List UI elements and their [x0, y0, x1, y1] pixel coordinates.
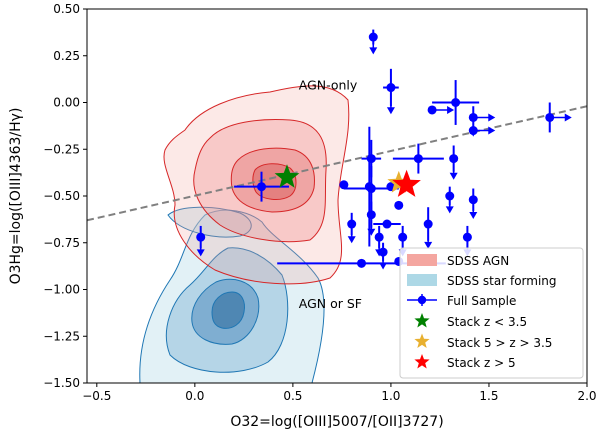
- legend-marker-stack-5-z-3.5: [414, 333, 430, 348]
- full-sample-point: [432, 80, 480, 125]
- full-sample-marker: [374, 232, 384, 242]
- x-axis-ticks: −0.5 0.0 0.5 1.0 1.5 2.0: [82, 383, 597, 403]
- x-tick-label: 2.0: [577, 389, 596, 403]
- x-tick-label: 0.0: [185, 389, 204, 403]
- x-tick-label: 1.0: [381, 389, 400, 403]
- full-sample-marker: [366, 210, 376, 220]
- full-sample-point: [394, 200, 404, 210]
- full-sample-point: [449, 145, 459, 180]
- sdss-star-forming-contour-core: [211, 291, 245, 329]
- legend-marker-stack-z-gt-5: [414, 354, 430, 369]
- full-sample-marker: [413, 154, 423, 164]
- y-tick-label: 0.25: [53, 49, 80, 63]
- full-sample-marker: [257, 182, 267, 192]
- x-tick-label: 0.5: [283, 389, 302, 403]
- full-sample-point: [445, 186, 455, 214]
- full-sample-point: [383, 68, 399, 115]
- legend-label-stack-z-lt-3.5: Stack z < 3.5: [447, 315, 527, 329]
- legend-marker-full-sample: [407, 294, 437, 306]
- legend: SDSS AGN SDSS star forming Full Sample S…: [399, 247, 584, 379]
- full-sample-point: [423, 207, 433, 249]
- y-tick-label: −1.00: [43, 283, 80, 297]
- legend-label-sdss-agn: SDSS AGN: [447, 254, 509, 268]
- annotation-agn-only: AGN-only: [299, 77, 358, 92]
- full-sample-marker: [445, 191, 455, 201]
- stack-star-marker: [274, 164, 300, 188]
- legend-marker-stack-z-lt-3.5: [414, 313, 430, 328]
- full-sample-marker: [545, 112, 555, 122]
- x-axis-label: O32=log([OIII]5007/[OII]3727): [230, 414, 443, 430]
- sdss-agn-contour-outer: [163, 85, 350, 285]
- y-tick-label: −0.75: [43, 236, 80, 250]
- full-sample-point: [366, 201, 376, 236]
- legend-label-stack-z-gt-5: Stack z > 5: [447, 356, 516, 370]
- full-sample-point: [364, 126, 374, 247]
- y-tick-label: 0.50: [53, 2, 80, 16]
- annotation-agn-or-sf: AGN or SF: [299, 296, 362, 311]
- legend-label-sdss-star-forming: SDSS star forming: [447, 274, 557, 288]
- full-sample-point: [427, 105, 455, 115]
- full-sample-marker: [364, 182, 374, 192]
- y-tick-label: −0.50: [43, 189, 80, 203]
- y-axis-label: O3Hg=log([OIII]4363/Hγ): [8, 108, 24, 285]
- x-tick-label: −0.5: [82, 389, 111, 403]
- y-tick-label: −1.25: [43, 329, 80, 343]
- full-sample-marker: [347, 219, 357, 229]
- legend-label-stack-5-z-3.5: Stack 5 > z > 3.5: [447, 336, 552, 350]
- demarcation-line: [87, 105, 587, 222]
- full-sample-marker: [427, 105, 437, 115]
- full-sample-marker: [368, 32, 378, 42]
- full-sample-point: [347, 212, 357, 244]
- full-sample-point: [468, 188, 478, 219]
- full-sample-point: [545, 102, 572, 133]
- full-sample-point: [196, 225, 206, 257]
- sdss-agn-contour-inner: [230, 147, 315, 213]
- y-tick-label: 0.00: [53, 96, 80, 110]
- legend-swatch-sdss-agn: [407, 254, 437, 266]
- full-sample-marker: [449, 154, 459, 164]
- full-sample-point: [373, 219, 401, 229]
- y-tick-label: −0.25: [43, 142, 80, 156]
- x-tick-label: 1.5: [479, 389, 498, 403]
- sdss-star-forming-contour-tail: [167, 206, 252, 238]
- stack-stars: [274, 164, 421, 197]
- full-sample-marker: [468, 195, 478, 205]
- y-tick-label: −1.50: [43, 376, 80, 390]
- contours: [139, 85, 350, 383]
- full-sample-marker: [423, 219, 433, 229]
- legend-label-full-sample: Full Sample: [447, 294, 516, 308]
- full-sample-point: [368, 29, 378, 55]
- full-sample-marker: [468, 126, 478, 136]
- full-sample-marker: [382, 219, 392, 229]
- full-sample-marker: [462, 232, 472, 242]
- stack-star-marker: [392, 169, 421, 197]
- full-sample-marker: [196, 232, 206, 242]
- full-sample-marker: [366, 154, 376, 164]
- legend-frame: [399, 247, 584, 379]
- full-sample-marker: [357, 258, 367, 268]
- full-sample-marker: [378, 247, 388, 257]
- y-axis-ticks: −1.50 −1.25 −1.00 −0.75 −0.50 −0.25 0.00 0.25 0.…: [43, 2, 87, 390]
- full-sample-point: [468, 126, 496, 136]
- full-sample-marker: [468, 112, 478, 122]
- full-sample-point: [339, 180, 349, 190]
- full-sample-point: [392, 143, 444, 174]
- full-sample-marker: [398, 232, 408, 242]
- full-sample-marker: [386, 83, 396, 93]
- full-sample-marker: [339, 180, 349, 190]
- legend-swatch-sdss-star-forming: [407, 274, 437, 286]
- full-sample-marker: [451, 98, 461, 107]
- full-sample-marker: [394, 200, 404, 210]
